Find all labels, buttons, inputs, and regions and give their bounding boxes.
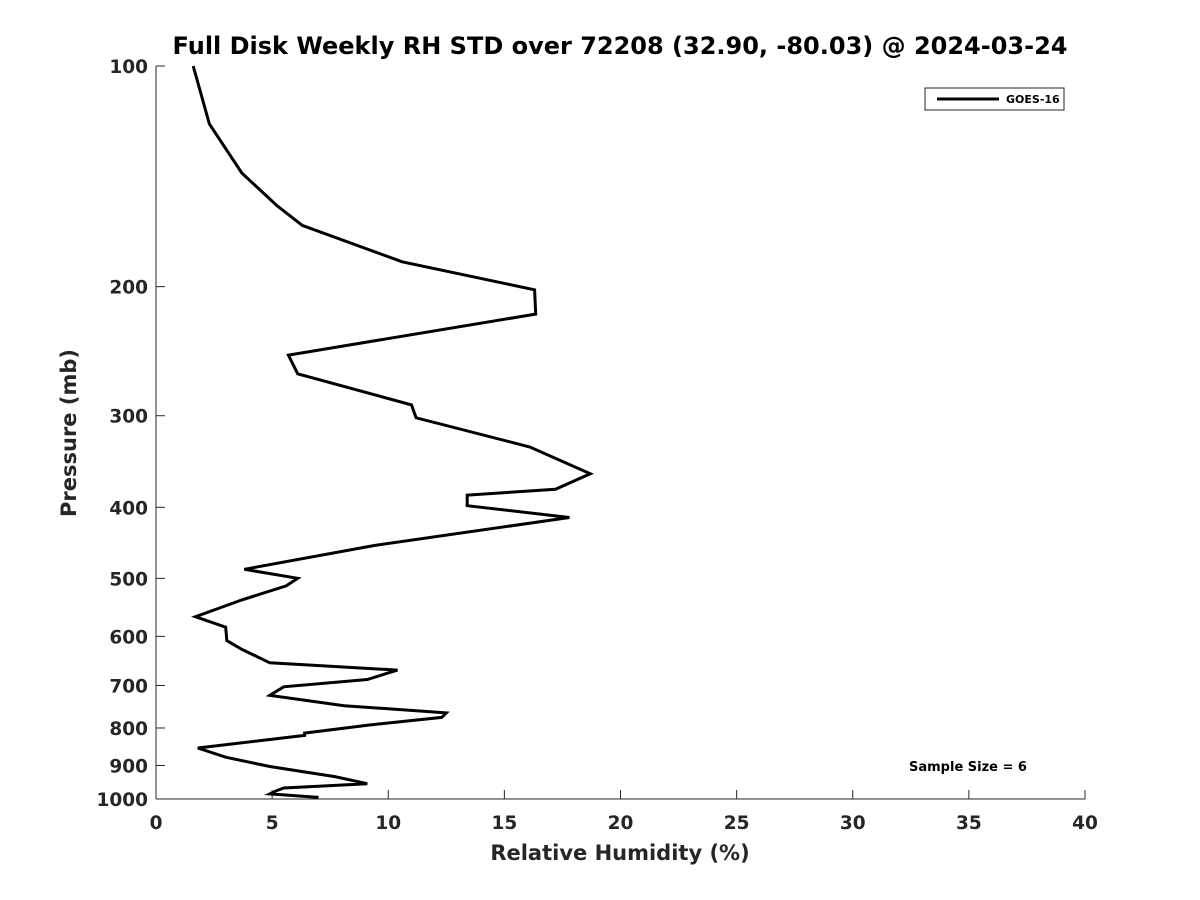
- y-axis-ticks: 100 200 300 400 500 600 700 800 900 1000: [97, 57, 165, 811]
- series-line-goes-16: [191, 65, 594, 799]
- y-tick-label: 100: [109, 57, 148, 78]
- x-tick-label: 15: [492, 813, 518, 834]
- y-tick-label: 400: [109, 498, 148, 519]
- axes: [155, 66, 1085, 800]
- series-group: [191, 65, 594, 799]
- legend-label-goes16: GOES-16: [1006, 93, 1060, 106]
- x-tick-label: 35: [956, 813, 982, 834]
- y-tick-label: 300: [109, 407, 148, 428]
- x-axis-ticks: 0 5 10 15 20 25 30 35 40: [150, 790, 1098, 834]
- y-tick-label: 500: [109, 569, 148, 590]
- y-tick-label: 800: [109, 719, 148, 740]
- y-tick-label: 900: [109, 756, 148, 777]
- y-tick-label: 200: [109, 278, 148, 299]
- legend: GOES-16: [924, 87, 1065, 111]
- y-tick-label: 1000: [97, 790, 149, 811]
- x-tick-label: 40: [1072, 813, 1098, 834]
- x-axis-label: Relative Humidity (%): [490, 841, 749, 865]
- x-tick-label: 10: [375, 813, 401, 834]
- x-tick-label: 20: [608, 813, 634, 834]
- y-tick-label: 600: [109, 627, 148, 648]
- x-tick-label: 0: [150, 813, 163, 834]
- y-tick-label: 700: [109, 676, 148, 697]
- y-axis-label: Pressure (mb): [57, 349, 81, 517]
- x-tick-label: 30: [840, 813, 866, 834]
- sample-size-annotation: Sample Size = 6: [909, 760, 1027, 775]
- chart-title: Full Disk Weekly RH STD over 72208 (32.9…: [173, 32, 1068, 60]
- x-tick-label: 25: [724, 813, 750, 834]
- x-tick-label: 5: [266, 813, 279, 834]
